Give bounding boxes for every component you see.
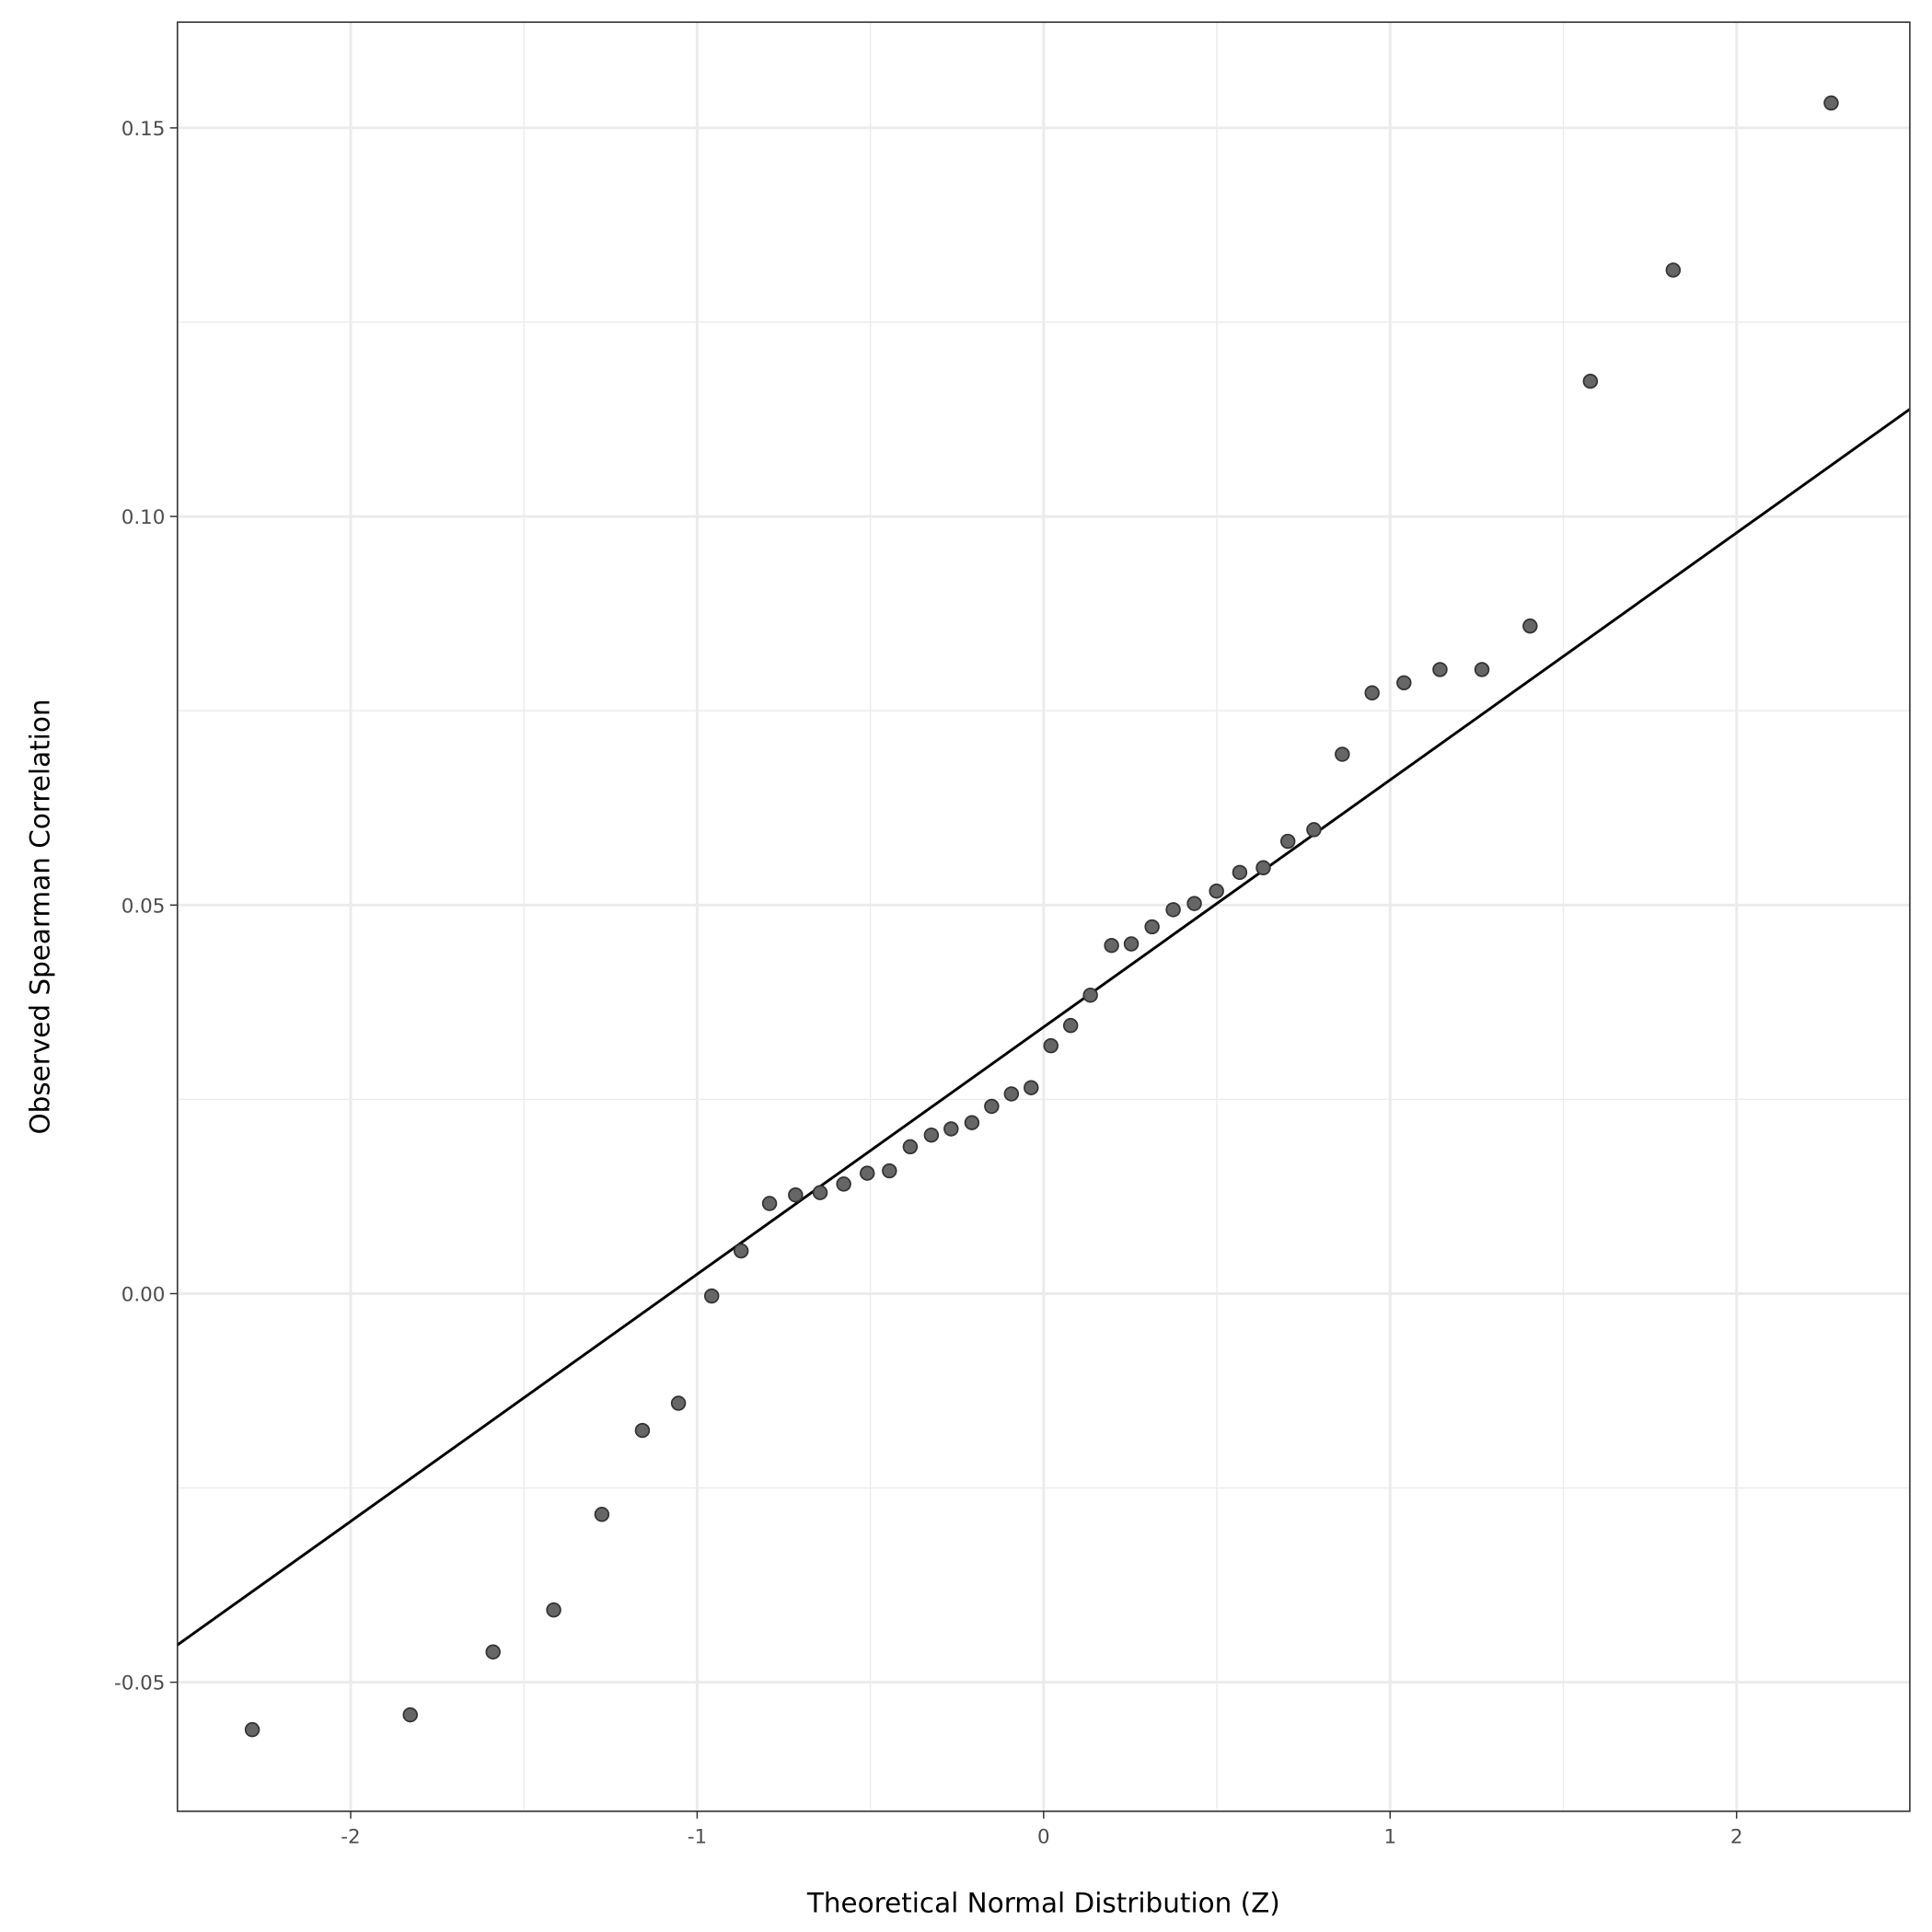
data-point <box>902 1139 919 1155</box>
data-point <box>1165 902 1181 918</box>
data-point <box>1024 1080 1039 1095</box>
data-point <box>1279 833 1296 850</box>
grid <box>177 22 1910 1811</box>
data-point <box>1144 919 1160 935</box>
x-tick-label: -2 <box>341 1826 360 1849</box>
data-point <box>1396 675 1412 691</box>
data-point <box>1474 662 1490 677</box>
data-point <box>634 1422 651 1439</box>
data-point <box>1255 860 1271 875</box>
data-point <box>1582 373 1599 389</box>
data-point <box>1665 262 1682 278</box>
data-point <box>733 1243 749 1259</box>
y-tick-label: 0.05 <box>121 895 166 918</box>
data-point <box>1082 988 1098 1003</box>
data-point <box>923 1127 940 1143</box>
data-point <box>703 1288 720 1304</box>
points <box>244 95 1839 1738</box>
y-tick-label: 0.00 <box>121 1284 166 1307</box>
y-tick-label: -0.05 <box>114 1672 165 1695</box>
data-point <box>860 1165 875 1181</box>
x-tick-label: 0 <box>1037 1826 1050 1849</box>
data-point <box>402 1706 418 1723</box>
reference-line-group <box>176 408 1911 1647</box>
y-axis-ticks: -0.05 0.00 0.05 0.10 0.15 <box>114 118 178 1695</box>
data-point <box>1335 746 1350 762</box>
data-point <box>788 1187 804 1203</box>
reference-line <box>176 408 1911 1647</box>
data-point <box>546 1602 561 1618</box>
data-point <box>984 1098 1000 1115</box>
data-point <box>244 1721 260 1738</box>
data-point <box>812 1185 828 1200</box>
x-tick-label: -1 <box>688 1826 707 1849</box>
data-point <box>1104 937 1119 954</box>
data-point <box>1123 936 1140 952</box>
data-point <box>761 1196 778 1211</box>
data-point <box>1522 618 1538 634</box>
data-point <box>1186 896 1202 911</box>
y-tick-label: 0.10 <box>121 506 166 529</box>
data-point <box>1232 864 1248 881</box>
data-point <box>943 1121 959 1137</box>
x-tick-label: 2 <box>1730 1826 1743 1849</box>
y-tick-label: 0.15 <box>121 118 166 141</box>
data-point <box>1306 822 1322 838</box>
data-point <box>594 1507 610 1522</box>
data-point <box>1432 662 1448 677</box>
x-axis-title: Theoretical Normal Distribution (Z) <box>806 1888 1280 1919</box>
data-point <box>836 1176 851 1192</box>
data-point <box>670 1395 687 1411</box>
data-point <box>1209 883 1224 899</box>
data-point <box>1823 95 1839 111</box>
data-point <box>1043 1037 1059 1054</box>
x-axis-ticks: -2 -1 0 1 2 <box>341 1811 1743 1849</box>
data-point <box>964 1115 980 1130</box>
data-point <box>1062 1017 1079 1034</box>
data-point <box>882 1163 897 1179</box>
y-axis-title: Observed Spearman Correlation <box>25 699 56 1134</box>
data-point <box>485 1644 501 1660</box>
data-point <box>1003 1086 1020 1102</box>
x-tick-label: 1 <box>1383 1826 1396 1849</box>
data-point <box>1364 685 1380 701</box>
